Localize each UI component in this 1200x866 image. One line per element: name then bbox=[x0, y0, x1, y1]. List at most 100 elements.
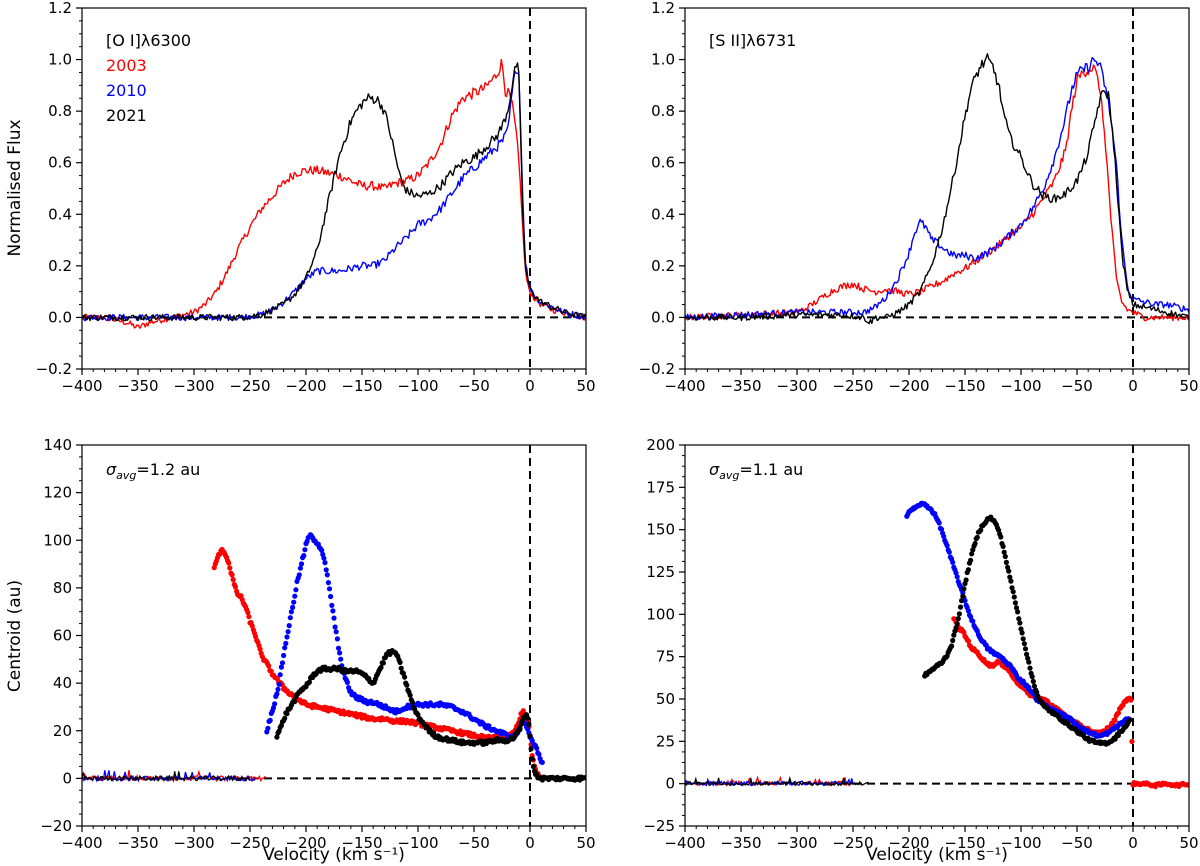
series-2003-point bbox=[245, 609, 251, 616]
series-2010-point bbox=[329, 602, 335, 609]
y-tick-label: 140 bbox=[43, 436, 72, 454]
y-tick-label: 40 bbox=[53, 674, 72, 692]
y-tick-label: −0.2 bbox=[36, 360, 72, 378]
series-2010-point bbox=[344, 679, 350, 686]
x-tick-label: −350 bbox=[720, 377, 761, 395]
y-tick-label: 175 bbox=[646, 478, 675, 496]
series-2010-point bbox=[301, 553, 307, 559]
series-2010-point bbox=[330, 608, 336, 614]
x-tick-label: −100 bbox=[1000, 834, 1041, 852]
series-2010-point bbox=[534, 745, 540, 751]
series-2021-point bbox=[1007, 574, 1013, 580]
x-tick-label: −200 bbox=[285, 377, 326, 395]
sigma-value: =1.2 au bbox=[136, 460, 200, 479]
series-2021-point bbox=[961, 586, 967, 592]
x-tick-label: −300 bbox=[776, 834, 817, 852]
y-tick-label: −0.2 bbox=[639, 360, 675, 378]
series-2010-line bbox=[685, 57, 1189, 321]
series-2021-point bbox=[998, 534, 1004, 540]
y-tick-label: 0.0 bbox=[651, 308, 675, 326]
series-2021-point bbox=[404, 682, 410, 688]
series-2021-point bbox=[526, 721, 532, 728]
y-tick-label: 200 bbox=[646, 436, 675, 454]
series-2021-point bbox=[959, 598, 965, 604]
y-tick-label: 1.0 bbox=[48, 51, 72, 69]
x-tick-label: −100 bbox=[1000, 377, 1041, 395]
y-tick-label: 0.4 bbox=[651, 205, 675, 223]
x-tick-label: −300 bbox=[173, 834, 214, 852]
x-tick-label: −250 bbox=[832, 834, 873, 852]
y-tick-label: 0.8 bbox=[48, 102, 72, 120]
sigma-avg-oi: σavg=1.2 au bbox=[106, 460, 200, 482]
series-2010-point bbox=[302, 547, 308, 553]
series-2021-point bbox=[528, 746, 534, 752]
x-tick-label: −400 bbox=[664, 834, 705, 852]
series-2010-point bbox=[324, 572, 330, 578]
series-2021-point bbox=[951, 632, 957, 638]
x-tick-label: −150 bbox=[944, 834, 985, 852]
series-2010-point bbox=[334, 636, 340, 642]
x-tick-label: −300 bbox=[776, 377, 817, 395]
y-tick-label: 80 bbox=[53, 579, 72, 597]
series-2021-point bbox=[1017, 620, 1023, 626]
series-2021-point bbox=[1021, 641, 1027, 647]
sigma-symbol: σ bbox=[709, 460, 720, 479]
series-2010-point bbox=[970, 618, 976, 624]
legend-2003: 2003 bbox=[106, 56, 147, 75]
series-2021-point bbox=[950, 637, 956, 644]
y-tick-label: 125 bbox=[646, 563, 675, 581]
series-2010-point bbox=[536, 751, 542, 758]
y-tick-label: 1.2 bbox=[651, 0, 675, 17]
plot-area bbox=[685, 8, 1189, 369]
series-2021-point bbox=[1027, 665, 1033, 671]
series-2010-point bbox=[335, 645, 342, 651]
series-2021-point bbox=[1006, 568, 1012, 574]
y-tick-label: 0.0 bbox=[48, 308, 72, 326]
series-2021-point bbox=[969, 551, 975, 557]
panel-sii-centroid: −400 −350 −300 −250 −200 −150 −100 −50 0 50−25025… bbox=[643, 436, 1198, 852]
series-2021-point bbox=[1019, 630, 1025, 636]
series-2021-baseline bbox=[82, 771, 251, 783]
sigma-avg-sii: σavg=1.1 au bbox=[709, 460, 803, 482]
y-tick-label: 0.2 bbox=[651, 257, 675, 275]
x-tick-label: −350 bbox=[720, 834, 761, 852]
series-2010-point bbox=[290, 604, 296, 611]
series-2010-point bbox=[333, 629, 339, 635]
series-2021-point bbox=[530, 763, 537, 770]
plot-area bbox=[82, 8, 586, 369]
panel-oi-flux: −400 −350 −300 −250 −200 −150 −100 −50 0 50 −0.2 0.… bbox=[36, 0, 596, 395]
series-2021-point bbox=[517, 725, 523, 731]
x-tick-label: 50 bbox=[1179, 834, 1198, 852]
x-tick-label: −50 bbox=[458, 834, 490, 852]
y-tick-label: 75 bbox=[656, 648, 675, 666]
y-tick-label: 0.4 bbox=[48, 205, 72, 223]
series-2021-point bbox=[1013, 605, 1020, 611]
series-2010-point bbox=[287, 615, 293, 621]
x-tick-label: 0 bbox=[1128, 377, 1138, 395]
series-2021-point bbox=[949, 643, 955, 649]
x-tick-label: −50 bbox=[1061, 377, 1093, 395]
y-tick-label: 60 bbox=[53, 627, 72, 645]
series-2021-point bbox=[409, 699, 415, 705]
series-2021-baseline bbox=[685, 776, 870, 787]
series-2021-point bbox=[972, 540, 978, 547]
series-2010-point bbox=[276, 681, 282, 687]
series-2003-point bbox=[230, 577, 236, 583]
sigma-value: =1.1 au bbox=[739, 460, 803, 479]
y-tick-label: 100 bbox=[646, 605, 675, 623]
series-2010-point bbox=[265, 725, 271, 731]
series-2010-point bbox=[938, 526, 945, 532]
series-2021-point bbox=[1015, 609, 1021, 615]
y-tick-label: 20 bbox=[53, 722, 72, 740]
series-2003-line bbox=[685, 64, 1189, 322]
y-tick-label: 25 bbox=[656, 732, 675, 750]
series-2010-point bbox=[277, 672, 283, 678]
series-2021-point bbox=[282, 715, 288, 722]
series-2010-point bbox=[283, 640, 289, 647]
series-2003-point bbox=[238, 593, 244, 599]
series-2003-point bbox=[249, 623, 255, 629]
series-2021-point bbox=[402, 674, 408, 680]
series-2021-point bbox=[1003, 559, 1010, 566]
series-2010-point bbox=[954, 574, 960, 580]
series-2021-point bbox=[1024, 651, 1030, 658]
